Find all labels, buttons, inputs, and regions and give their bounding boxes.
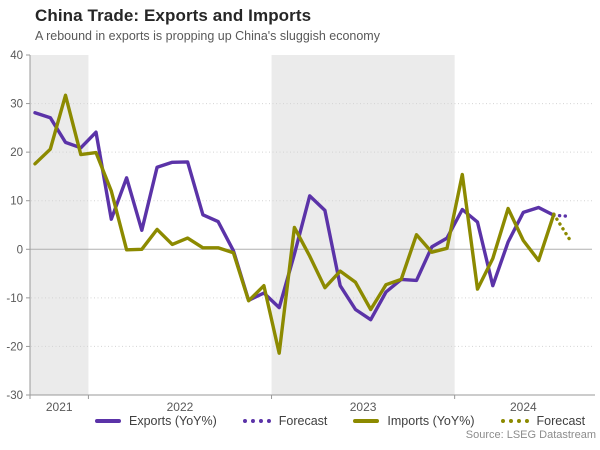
y-tick-label: 20 bbox=[10, 147, 23, 159]
y-tick-label: -10 bbox=[6, 293, 23, 305]
y-tick-label: 10 bbox=[10, 196, 23, 208]
year-band-2021 bbox=[30, 55, 89, 395]
plot-area: 40 30 20 10 0 -10 -20 -30 2021 2022 2023 2024 bbox=[6, 50, 595, 412]
exports-forecast-swatch bbox=[242, 419, 271, 423]
year-band-2023 bbox=[271, 55, 455, 395]
legend: Exports (YoY%) Forecast Imports (YoY%) F… bbox=[95, 414, 585, 428]
imports-forecast-line bbox=[552, 212, 571, 241]
chart-subtitle: A rebound in exports is propping up Chin… bbox=[35, 29, 380, 43]
legend-item-imports: Imports (YoY%) bbox=[353, 414, 475, 428]
x-year-label: 2021 bbox=[46, 400, 73, 412]
y-tick-label: -30 bbox=[6, 390, 23, 402]
x-year-label: 2024 bbox=[510, 400, 537, 412]
y-tick-label: 40 bbox=[10, 50, 23, 62]
legend-label: Forecast bbox=[536, 414, 586, 428]
legend-label: Forecast bbox=[278, 414, 328, 428]
imports-forecast-swatch bbox=[500, 419, 529, 423]
imports-line bbox=[33, 93, 556, 355]
exports-forecast-line bbox=[552, 213, 571, 219]
legend-item-exports-forecast: Forecast bbox=[242, 414, 328, 428]
legend-label: Exports (YoY%) bbox=[129, 414, 217, 428]
x-year-label: 2022 bbox=[167, 400, 194, 412]
exports-line-swatch bbox=[95, 419, 121, 423]
chart-title: China Trade: Exports and Imports bbox=[35, 6, 312, 25]
y-tick-label: -20 bbox=[6, 341, 23, 353]
legend-item-imports-forecast: Forecast bbox=[500, 414, 586, 428]
imports-line-swatch bbox=[353, 419, 380, 423]
legend-item-exports: Exports (YoY%) bbox=[95, 414, 217, 428]
source-attribution: Source: LSEG Datastream bbox=[465, 429, 596, 441]
y-tick-label: 0 bbox=[17, 244, 23, 256]
y-tick-label: 30 bbox=[10, 99, 23, 111]
legend-label: Imports (YoY%) bbox=[387, 414, 475, 428]
x-year-label: 2023 bbox=[350, 400, 377, 412]
